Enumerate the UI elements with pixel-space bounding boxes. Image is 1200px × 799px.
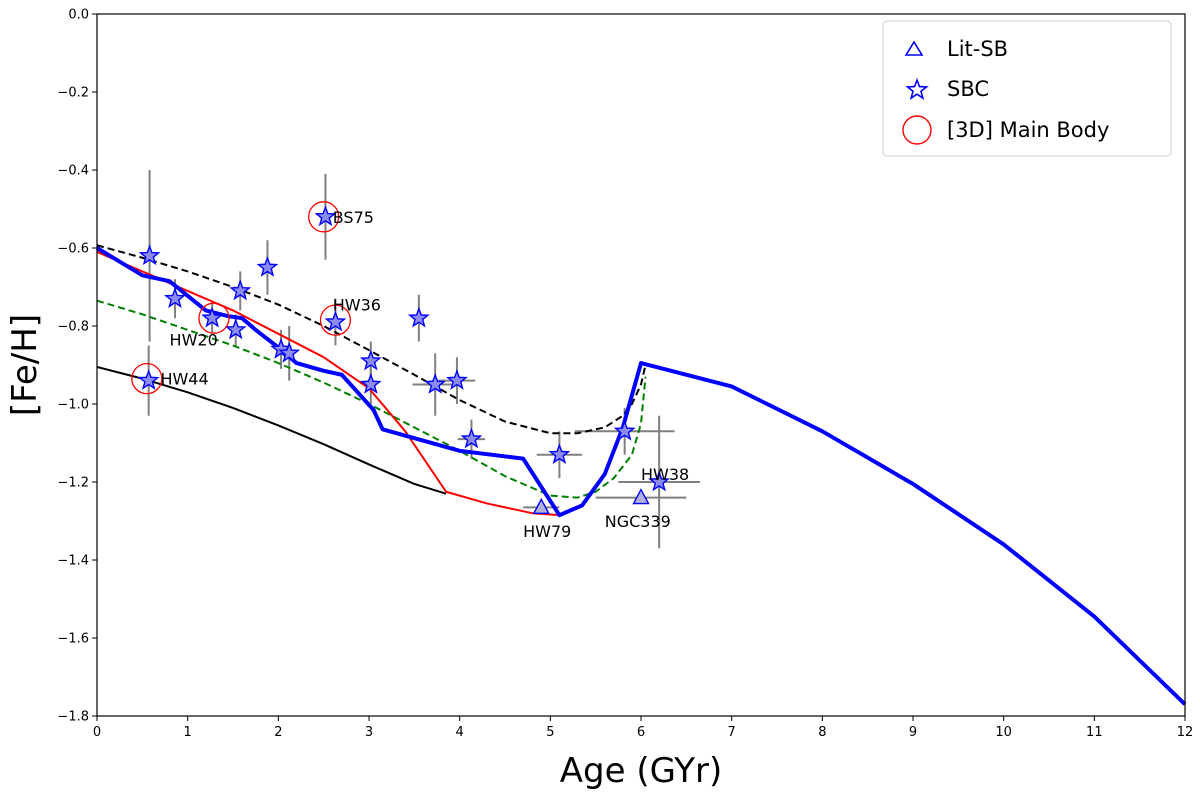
legend-frame [882, 20, 1172, 157]
y-tick-label: −0.8 [57, 320, 89, 335]
main-body-circle [319, 304, 352, 336]
sbc-point [229, 279, 252, 301]
y-tick-label: 0.0 [68, 8, 89, 23]
y-tick-label: −0.2 [57, 86, 89, 101]
legend-item-main-body: [3D] Main Body [902, 115, 1109, 145]
cluster-label: HW20 [170, 331, 218, 350]
x-tick-label: 8 [818, 725, 826, 740]
main-body-circle [198, 302, 230, 334]
sbc-point [324, 310, 347, 332]
sbc-point [424, 373, 447, 394]
x-axis: 0 1 2 3 4 5 6 7 8 9 10 11 12 [93, 716, 1193, 740]
lit-sb-point [632, 488, 650, 505]
x-tick-label: 11 [1086, 725, 1103, 740]
y-tick-label: −1.6 [57, 632, 89, 647]
y-axis: 0.0 −0.2 −0.4 −0.6 −0.8 −1.0 −1.2 −1.4 −1.6 −1.8 [57, 8, 97, 725]
x-tick-label: 5 [546, 725, 554, 740]
y-tick-label: −1.4 [57, 554, 89, 569]
sbc-point [278, 341, 301, 363]
x-tick-label: 6 [637, 725, 645, 740]
sbc-point [137, 369, 160, 390]
sbc-point [224, 318, 247, 340]
model-line-1 [96, 299, 647, 499]
y-tick-label: −1.0 [57, 398, 89, 413]
sbc-point [446, 369, 468, 390]
legend-label-sbc: SBC [947, 77, 989, 101]
sbc-point [201, 306, 224, 328]
sbc-point [359, 349, 382, 371]
y-axis-label: [Fe/H] [5, 314, 45, 416]
cluster-label: HW44 [160, 370, 208, 389]
sbc-point [314, 205, 337, 227]
legend-item-lit-sb: Lit-SB [904, 37, 1008, 61]
x-axis-label: Age (GYr) [560, 751, 723, 791]
sbc-point [548, 443, 571, 465]
sbc-point [359, 373, 382, 394]
circle-marker-icon [902, 115, 932, 145]
sbc-point [460, 427, 483, 449]
y-tick-label: −1.8 [57, 710, 89, 725]
y-tick-label: −1.2 [57, 476, 89, 491]
y-tick-label: −0.6 [57, 242, 89, 257]
cluster-label: HW36 [333, 296, 381, 315]
plot-area: BS75 HW36 HW20 HW44 HW79 NGC339 HW38 [95, 170, 1187, 706]
lit-sb-point [532, 497, 550, 515]
main-body-circle [131, 362, 163, 395]
model-line-2 [96, 365, 447, 495]
x-tick-label: 2 [274, 725, 282, 740]
cluster-label: NGC339 [605, 512, 671, 531]
x-tick-label: 7 [728, 725, 736, 740]
legend-item-sbc: SBC [905, 77, 989, 101]
legend: Lit-SB SBC [3D] Main Body [882, 20, 1172, 157]
sbc-point [256, 256, 279, 277]
x-tick-label: 10 [995, 725, 1012, 740]
sbc-point [648, 470, 671, 492]
cluster-label: HW79 [523, 522, 571, 541]
x-tick-label: 4 [456, 725, 464, 740]
x-tick-label: 12 [1177, 725, 1194, 740]
sbc-point [613, 419, 636, 441]
triangle-marker-icon [904, 40, 924, 56]
star-marker-icon [905, 77, 929, 100]
sbc-point [407, 306, 430, 328]
legend-label-lit-sb: Lit-SB [947, 37, 1008, 61]
x-tick-label: 1 [184, 725, 192, 740]
model-line-4 [95, 246, 1187, 706]
cluster-label: HW38 [641, 465, 689, 484]
y-tick-label: −0.4 [57, 164, 89, 179]
x-tick-label: 3 [365, 725, 373, 740]
sbc-point [138, 244, 161, 266]
x-tick-label: 9 [909, 725, 917, 740]
sbc-point [164, 287, 186, 309]
x-tick-label: 0 [93, 725, 101, 740]
legend-label-main-body: [3D] Main Body [947, 118, 1109, 142]
main-body-circle [308, 201, 340, 233]
cluster-label: BS75 [333, 208, 374, 227]
